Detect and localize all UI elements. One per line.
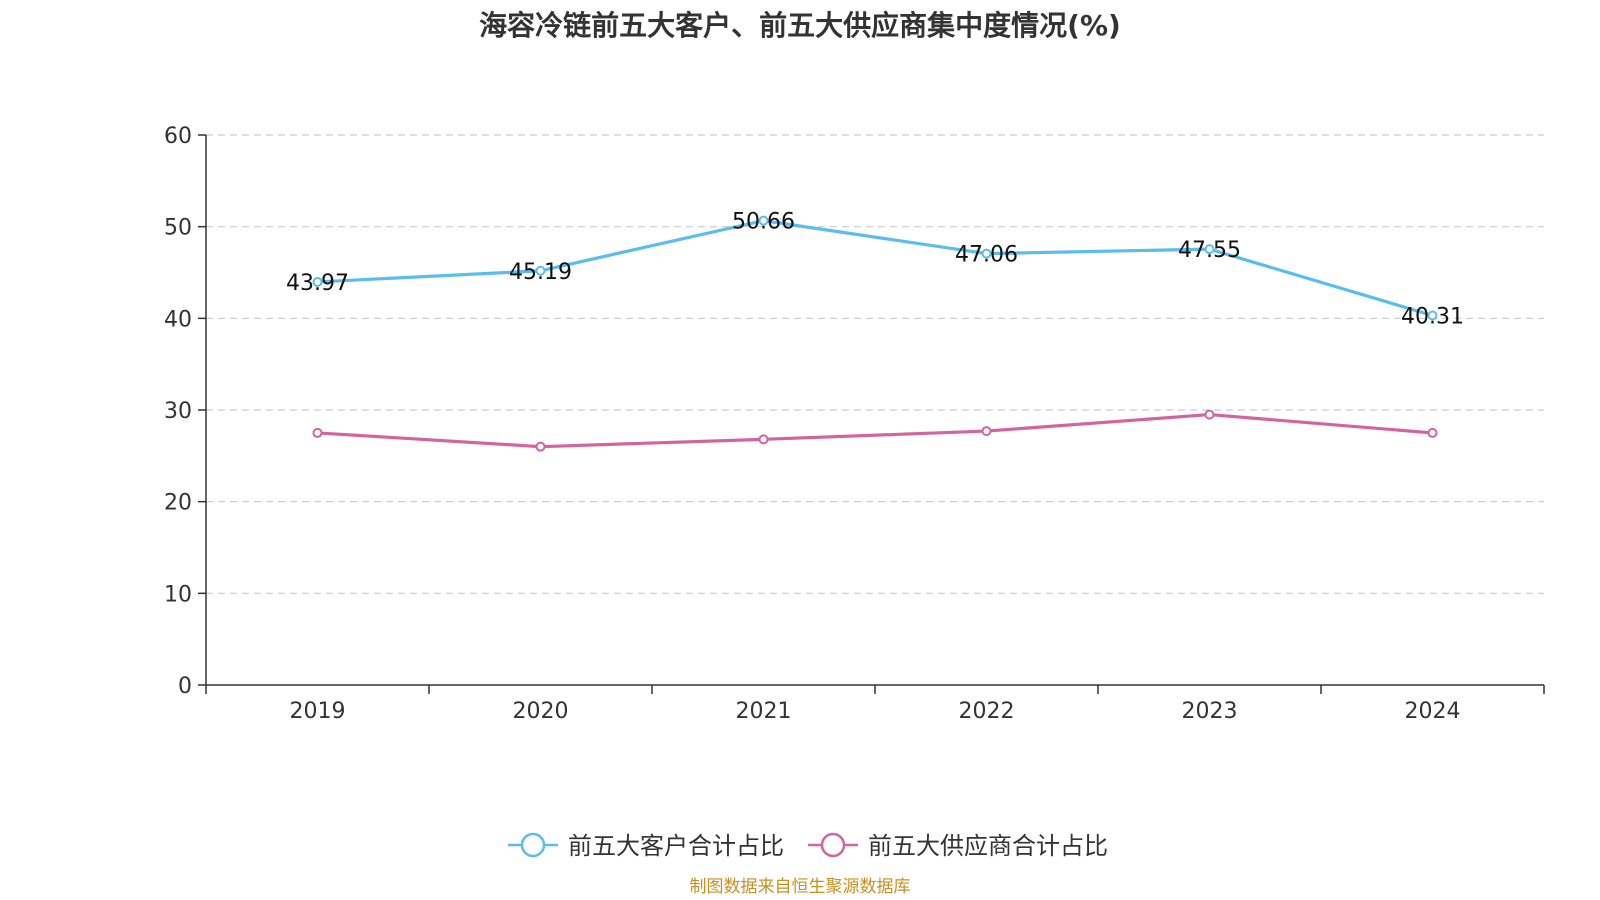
x-tick-label: 2019 xyxy=(290,699,346,724)
data-label: 50.66 xyxy=(732,210,795,235)
x-tick-label: 2020 xyxy=(513,699,569,724)
legend-marker-icon xyxy=(820,832,846,858)
x-tick-label: 2024 xyxy=(1405,699,1461,724)
series xyxy=(312,215,1438,452)
y-tick-label: 10 xyxy=(164,582,192,607)
legend[interactable]: 前五大客户合计占比 前五大供应商合计占比 xyxy=(508,832,1108,860)
data-point xyxy=(312,427,323,438)
data-point xyxy=(1427,427,1438,438)
legend-label: 前五大客户合计占比 xyxy=(568,832,784,860)
legend-item-0[interactable]: 前五大客户合计占比 xyxy=(508,832,784,860)
data-label: 45.19 xyxy=(509,260,572,285)
y-tick-label: 50 xyxy=(164,216,192,241)
data-point xyxy=(1427,310,1438,321)
y-tick-label: 60 xyxy=(164,124,192,149)
series-line-0 xyxy=(317,219,1433,318)
data-point xyxy=(1204,244,1215,255)
axes: 0 10 20 30 40 50 60 2019 2020 2021 2022 2023 2024 xyxy=(164,124,1545,724)
y-tick-label: 20 xyxy=(164,491,192,516)
source-note: 制图数据来自恒生聚源数据库 xyxy=(689,877,911,897)
data-point xyxy=(535,265,546,276)
data-point xyxy=(312,276,323,287)
legend-marker-icon xyxy=(520,832,546,858)
y-tick-label: 40 xyxy=(164,307,192,332)
data-label: 47.06 xyxy=(955,243,1018,268)
legend-label: 前五大供应商合计占比 xyxy=(868,832,1108,860)
data-label: 40.31 xyxy=(1401,304,1464,329)
y-tick-label: 0 xyxy=(178,674,192,699)
x-tick-label: 2022 xyxy=(959,699,1015,724)
series-line-1 xyxy=(317,412,1433,449)
legend-item-1[interactable]: 前五大供应商合计占比 xyxy=(808,832,1108,860)
grid-lines xyxy=(206,134,1544,594)
chart-title: 海容冷链前五大客户、前五大供应商集中度情况(%) xyxy=(479,9,1121,42)
data-point xyxy=(981,426,992,437)
x-tick-label: 2023 xyxy=(1182,699,1238,724)
data-point xyxy=(758,434,769,445)
x-tick-label: 2021 xyxy=(736,699,792,724)
data-point xyxy=(758,215,769,226)
data-point xyxy=(535,441,546,452)
data-label: 43.97 xyxy=(286,271,349,296)
data-labels: 43.97 45.19 50.66 47.06 47.55 40.31 xyxy=(286,210,1464,330)
data-label: 47.55 xyxy=(1178,238,1241,263)
y-tick-label: 30 xyxy=(164,399,192,424)
data-point xyxy=(1204,409,1215,420)
data-point xyxy=(981,248,992,259)
